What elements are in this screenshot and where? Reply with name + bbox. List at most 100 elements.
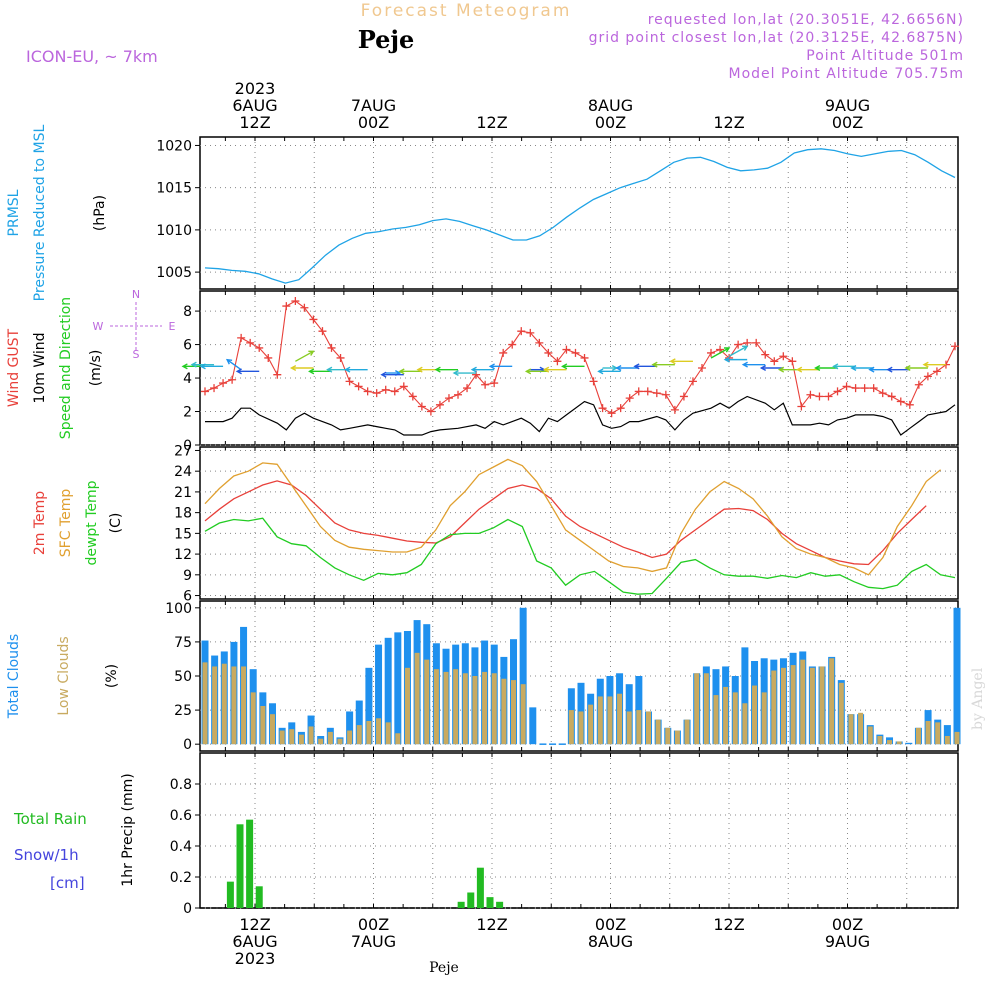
low-cloud-bar — [867, 726, 873, 745]
tick-label-y: 27 — [174, 443, 192, 459]
low-cloud-bar — [742, 703, 748, 745]
time-label-top: 12Z — [713, 113, 744, 132]
gust-marker — [851, 384, 860, 393]
tick-label-y: 18 — [174, 506, 192, 522]
compass-west: W — [93, 320, 104, 333]
gust-marker — [553, 357, 562, 366]
gust-marker — [372, 389, 381, 398]
time-label-top: 00Z — [832, 113, 863, 132]
gust-marker — [237, 333, 246, 342]
low-cloud-bar — [838, 682, 844, 745]
wind-arrow-head — [308, 350, 315, 356]
low-cloud-bar — [694, 673, 700, 745]
low-cloud-bar — [848, 714, 854, 745]
axis-label-y: Low Clouds — [56, 636, 72, 715]
gust-marker — [589, 377, 598, 386]
tick-label-y: 8 — [183, 304, 192, 320]
tick-label-y: 9 — [183, 568, 192, 584]
panels-group: 1005 1010 1015 1020 PRMSL Pressure Reduced to… — [6, 124, 961, 917]
gust-marker — [860, 384, 869, 393]
wind-arrow-head — [904, 364, 911, 372]
tick-label-y: 0 — [183, 901, 192, 917]
watermark: by Angel — [970, 667, 986, 730]
gust-marker — [435, 400, 444, 409]
gust-marker — [923, 372, 932, 381]
axis-label-y: (%) — [104, 664, 120, 688]
wind-arrow-head — [289, 364, 297, 372]
pressure-line — [204, 148, 956, 284]
wind-arrow-head — [597, 368, 604, 375]
gust-marker — [905, 400, 914, 409]
panel-3: 6 9 12 15 18 21 24 27 2m Temp SFC Temp dewpt Temp (… — [32, 443, 959, 605]
gust-marker — [688, 377, 697, 386]
time-label-bottom: 12Z — [476, 915, 507, 934]
gust-marker — [670, 405, 679, 414]
time-label-bottom: 2023 — [235, 949, 276, 968]
rain-bar — [486, 897, 494, 908]
total-cloud-bar — [953, 607, 961, 745]
wind-arrow-head — [308, 368, 315, 375]
wind-arrow-head — [344, 366, 351, 373]
wind-arrow-head — [922, 361, 929, 368]
rain-bar — [467, 892, 475, 908]
wind-arrow-head — [795, 366, 803, 373]
low-cloud-bar — [308, 726, 314, 745]
wind-arrow — [295, 350, 314, 362]
low-cloud-bar — [780, 667, 786, 745]
gust-marker — [336, 353, 345, 362]
gust-marker — [833, 387, 842, 396]
low-cloud-bar — [520, 684, 526, 745]
low-cloud-bar — [607, 696, 613, 745]
low-cloud-bar — [915, 727, 921, 745]
total-cloud-bar — [519, 607, 527, 745]
gust-marker — [228, 375, 237, 384]
low-cloud-bar — [376, 718, 382, 745]
wind-arrow-head — [832, 363, 839, 370]
time-label-bottom: 7AUG — [351, 932, 396, 951]
gust-marker — [824, 392, 833, 401]
time-label-top: 00Z — [358, 113, 389, 132]
wind-arrow-head — [814, 364, 821, 372]
low-cloud-bar — [491, 673, 497, 745]
time-label-bottom: 12Z — [713, 915, 744, 934]
tick-label-y: 0.4 — [170, 839, 192, 855]
gust-marker — [914, 380, 923, 389]
gust-marker — [571, 348, 580, 357]
gust-marker — [544, 348, 553, 357]
time-label-bottom: 6AUG — [232, 932, 277, 951]
low-cloud-bar — [231, 666, 237, 745]
low-cloud-bar — [578, 711, 584, 745]
rain-bar — [457, 901, 465, 908]
low-cloud-bar — [337, 738, 343, 745]
gust-marker — [661, 390, 670, 399]
low-cloud-bar — [800, 659, 806, 745]
gust-marker — [869, 384, 878, 393]
gust-marker — [634, 387, 643, 396]
gust-marker — [842, 382, 851, 391]
axis-label-y: SFC Temp — [58, 489, 74, 558]
tick-label-y: 1005 — [156, 265, 192, 281]
low-cloud-bar — [626, 711, 632, 745]
gust-marker — [779, 352, 788, 361]
gust-marker — [643, 387, 652, 396]
wind-arrow-head — [181, 363, 188, 370]
gust-marker — [309, 315, 318, 324]
gust-marker — [481, 380, 490, 389]
low-cloud-bar — [684, 719, 690, 745]
gust-marker — [562, 345, 571, 354]
wind-arrow-head — [777, 366, 785, 373]
gust-marker — [797, 402, 806, 411]
requested-coords: requested lon,lat (20.3051E, 42.6656N) — [648, 12, 964, 28]
gust-marker — [788, 357, 797, 366]
wind-arrow-head — [199, 363, 206, 370]
axis-label-y: (C) — [108, 513, 124, 534]
gust-marker — [815, 392, 824, 401]
wind-arrow — [226, 359, 242, 371]
low-cloud-bar — [404, 667, 410, 745]
gust-marker — [454, 390, 463, 399]
wind-arrow-head — [759, 364, 767, 372]
wind-arrow-head — [724, 347, 731, 353]
gust-marker — [417, 402, 426, 411]
low-cloud-bar — [597, 696, 603, 745]
gust-marker — [444, 394, 453, 403]
